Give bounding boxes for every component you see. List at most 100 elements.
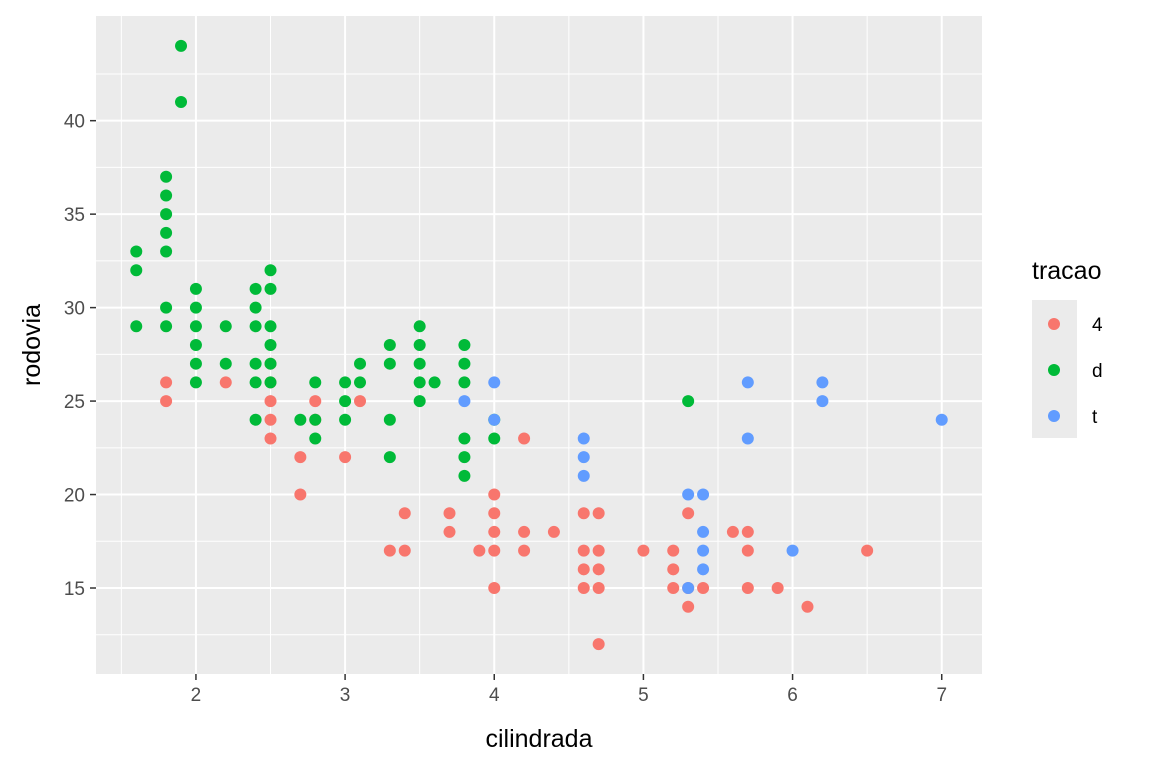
y-tick-label: 25: [64, 392, 85, 413]
data-point-d: [130, 245, 143, 258]
data-point-4: [383, 544, 396, 557]
data-point-t: [488, 413, 501, 426]
data-point-4: [160, 376, 173, 389]
data-point-d: [249, 301, 262, 314]
y-axis: 15 20 25 30 35 40: [64, 112, 96, 600]
data-point-4: [577, 544, 590, 557]
data-point-4: [741, 544, 754, 557]
data-point-4: [518, 432, 531, 445]
data-point-4: [801, 600, 814, 613]
legend-key-d: [1048, 364, 1060, 376]
data-point-4: [667, 582, 680, 595]
data-point-t: [458, 395, 471, 408]
data-point-d: [339, 376, 352, 389]
data-point-d: [309, 432, 322, 445]
data-point-4: [741, 525, 754, 538]
data-point-d: [130, 320, 143, 333]
data-point-d: [264, 264, 277, 277]
data-point-d: [413, 320, 426, 333]
data-point-4: [443, 507, 456, 520]
data-point-t: [488, 376, 501, 389]
data-point-d: [219, 357, 232, 370]
x-tick-label: 3: [340, 685, 351, 706]
data-point-4: [861, 544, 874, 557]
y-tick-label: 35: [64, 205, 85, 226]
data-point-4: [518, 544, 531, 557]
data-point-4: [697, 582, 710, 595]
y-tick-label: 30: [64, 299, 85, 320]
data-point-d: [428, 376, 441, 389]
data-point-4: [682, 507, 695, 520]
data-point-d: [458, 339, 471, 351]
data-point-4: [264, 432, 277, 445]
data-point-d: [160, 170, 173, 183]
x-tick-label: 2: [191, 685, 202, 706]
legend-label-4: 4: [1092, 315, 1103, 336]
data-point-4: [592, 544, 605, 557]
data-point-d: [160, 189, 173, 202]
data-point-d: [189, 357, 202, 370]
data-point-4: [577, 563, 590, 576]
data-point-d: [249, 376, 262, 389]
data-point-d: [249, 357, 262, 370]
data-point-4: [354, 395, 367, 408]
data-point-d: [458, 432, 471, 445]
data-point-d: [264, 339, 277, 351]
data-point-4: [443, 525, 456, 538]
data-point-t: [577, 451, 590, 464]
legend: tracao 4 d t: [1032, 257, 1103, 438]
data-point-4: [219, 376, 232, 389]
legend-label-d: d: [1092, 361, 1103, 382]
data-point-4: [473, 544, 486, 557]
x-tick-label: 4: [489, 685, 500, 706]
data-point-d: [383, 451, 396, 464]
data-point-4: [771, 582, 784, 595]
y-tick-label: 15: [64, 579, 85, 600]
data-point-t: [697, 488, 710, 501]
data-point-d: [160, 245, 173, 258]
x-tick-label: 6: [787, 685, 798, 706]
data-point-4: [741, 582, 754, 595]
data-point-d: [249, 320, 262, 333]
data-point-t: [682, 582, 695, 595]
x-axis-title: cilindrada: [485, 725, 592, 753]
data-point-4: [488, 507, 501, 520]
y-axis-title: rodovia: [18, 304, 46, 386]
data-point-t: [577, 469, 590, 482]
data-point-4: [294, 488, 307, 501]
data-point-4: [488, 582, 501, 595]
legend-key-t: [1048, 410, 1060, 422]
data-point-d: [264, 282, 277, 295]
data-point-t: [786, 544, 799, 557]
data-point-d: [160, 320, 173, 333]
data-point-d: [383, 339, 396, 351]
data-point-d: [264, 357, 277, 370]
data-point-d: [264, 376, 277, 389]
data-point-4: [667, 563, 680, 576]
data-point-d: [488, 432, 501, 445]
data-point-4: [592, 638, 605, 651]
data-point-4: [488, 525, 501, 538]
data-point-4: [264, 395, 277, 408]
data-point-4: [160, 395, 173, 408]
data-point-d: [413, 395, 426, 408]
data-point-d: [413, 357, 426, 370]
minor-gridlines: [96, 16, 982, 674]
data-point-t: [697, 563, 710, 576]
data-point-d: [413, 339, 426, 351]
y-tick-label: 20: [64, 486, 85, 507]
data-point-d: [383, 413, 396, 426]
legend-title: tracao: [1032, 257, 1101, 285]
data-point-d: [175, 95, 188, 108]
data-point-4: [339, 451, 352, 464]
data-point-d: [339, 413, 352, 426]
x-tick-label: 7: [936, 685, 947, 706]
data-point-4: [577, 582, 590, 595]
data-points: [130, 39, 948, 651]
data-point-4: [518, 525, 531, 538]
data-point-t: [697, 544, 710, 557]
data-point-d: [264, 320, 277, 333]
data-point-d: [294, 413, 307, 426]
x-axis: 2 3 4 5 6 7: [191, 674, 947, 706]
